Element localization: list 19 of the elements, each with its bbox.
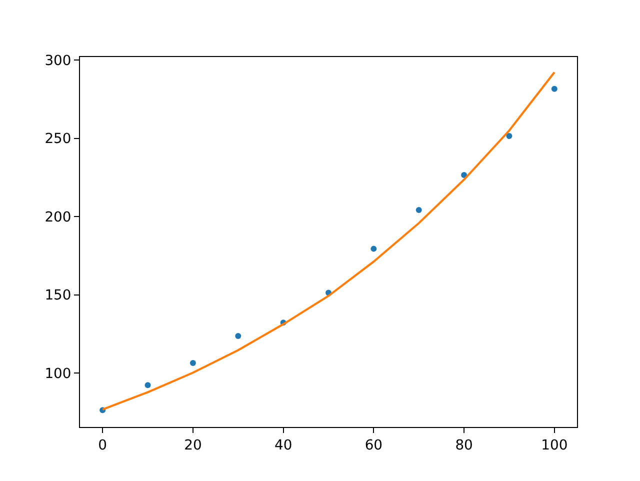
point bbox=[461, 172, 468, 178]
x-tick-label: 60 bbox=[364, 438, 383, 454]
point bbox=[551, 86, 558, 92]
y-tick-label: 300 bbox=[44, 52, 72, 69]
point bbox=[506, 133, 512, 140]
y-tick-label: 100 bbox=[44, 366, 72, 382]
x-tick-label: 100 bbox=[541, 438, 568, 454]
point bbox=[370, 246, 377, 252]
point bbox=[416, 207, 422, 214]
point bbox=[144, 382, 151, 388]
y-tick-label: 150 bbox=[44, 288, 72, 304]
x-tick-label: 80 bbox=[455, 438, 473, 454]
point bbox=[190, 360, 196, 366]
point bbox=[235, 332, 242, 339]
x-tick-label: 40 bbox=[274, 438, 292, 454]
y-tick-label: 250 bbox=[44, 131, 72, 148]
x-tick-label: 0 bbox=[98, 438, 108, 454]
x-tick-label: 20 bbox=[184, 438, 202, 454]
y-tick-label: 200 bbox=[44, 209, 72, 226]
